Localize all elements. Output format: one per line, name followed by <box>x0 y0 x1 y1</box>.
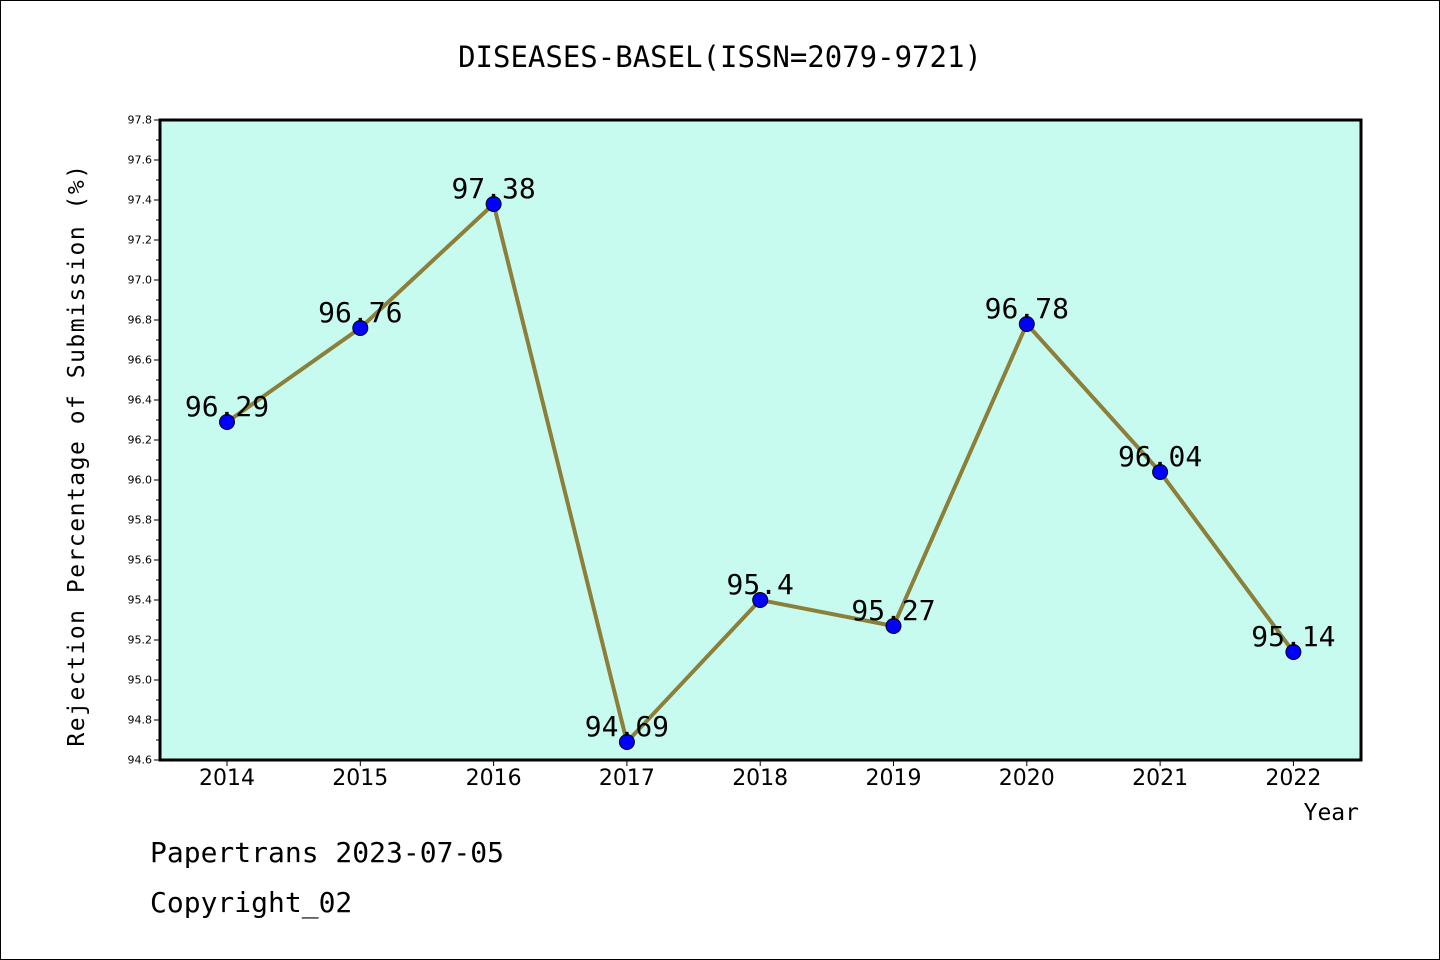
data-value-label: 96.04 <box>1118 440 1202 473</box>
x-tick-label: 2016 <box>466 766 522 791</box>
data-labels: 96.29 96.76 97.38 94.69 95.4 95.27 96.78 96.04 9… <box>185 172 1336 743</box>
x-tick-label: 2017 <box>599 766 655 791</box>
data-value-label: 97.38 <box>451 172 535 205</box>
data-value-label: 96.29 <box>185 390 269 423</box>
chart-title: DISEASES-BASEL(ISSN=2079-9721) <box>458 40 982 74</box>
x-tick-label: 2022 <box>1265 766 1321 791</box>
y-tick-label: 96.4 <box>128 394 153 407</box>
plot-area <box>160 120 1361 760</box>
x-tick-label: 2015 <box>332 766 388 791</box>
x-axis-ticks: 2014 2015 2016 2017 2018 2019 2020 2021 2022 <box>199 760 1321 791</box>
y-tick-label: 94.8 <box>128 714 153 727</box>
y-tick-label: 95.0 <box>128 674 153 687</box>
y-tick-label: 95.8 <box>128 514 153 527</box>
data-point-marker <box>219 414 235 430</box>
data-value-label: 96.76 <box>318 296 402 329</box>
data-point-marker <box>1152 464 1169 480</box>
data-value-label: 95.27 <box>851 594 935 627</box>
x-tick-label: 2021 <box>1132 766 1188 791</box>
footer-copyright-text: Copyright_02 <box>150 886 353 919</box>
data-point-marker <box>1285 644 1302 660</box>
x-axis-label: Year <box>1304 800 1359 826</box>
y-tick-label: 97.8 <box>128 114 153 127</box>
y-axis-label: Rejection Percentage of Submission (%) <box>64 163 90 746</box>
data-point-marker <box>618 734 635 750</box>
y-tick-label: 97.4 <box>128 194 153 207</box>
y-tick-label: 95.6 <box>128 554 153 567</box>
y-tick-label: 96.6 <box>128 354 153 367</box>
y-tick-label: 94.6 <box>128 754 153 767</box>
data-value-label: 95.4 <box>726 568 793 601</box>
data-value-label: 94.69 <box>585 710 669 743</box>
x-tick-label: 2018 <box>732 766 788 791</box>
y-tick-label: 95.2 <box>128 634 153 647</box>
y-tick-label: 96.2 <box>128 434 153 447</box>
y-axis-ticks: 94.6 94.8 95.0 95.2 95.4 95.6 95.8 96.0 96.2 96.4… <box>128 114 160 767</box>
series-markers <box>219 196 1302 750</box>
plot-border <box>158 118 1363 762</box>
x-tick-label: 2019 <box>866 766 922 791</box>
data-point-marker <box>885 618 902 634</box>
data-point-marker <box>352 320 369 336</box>
footer-date-text: Papertrans 2023-07-05 <box>150 836 505 869</box>
y-tick-label: 95.4 <box>128 594 153 607</box>
y-tick-label: 96.0 <box>128 474 153 487</box>
y-tick-label: 97.0 <box>128 274 153 287</box>
data-value-label: 96.78 <box>985 292 1069 325</box>
data-point-marker <box>485 196 502 212</box>
x-tick-label: 2014 <box>199 766 255 791</box>
y-tick-label: 97.2 <box>128 234 153 247</box>
y-tick-label: 96.8 <box>128 314 153 327</box>
data-point-marker <box>752 592 769 608</box>
data-value-label: 95.14 <box>1251 620 1335 653</box>
data-point-marker <box>1018 316 1035 332</box>
y-tick-label: 97.6 <box>128 154 153 167</box>
x-tick-label: 2020 <box>999 766 1055 791</box>
